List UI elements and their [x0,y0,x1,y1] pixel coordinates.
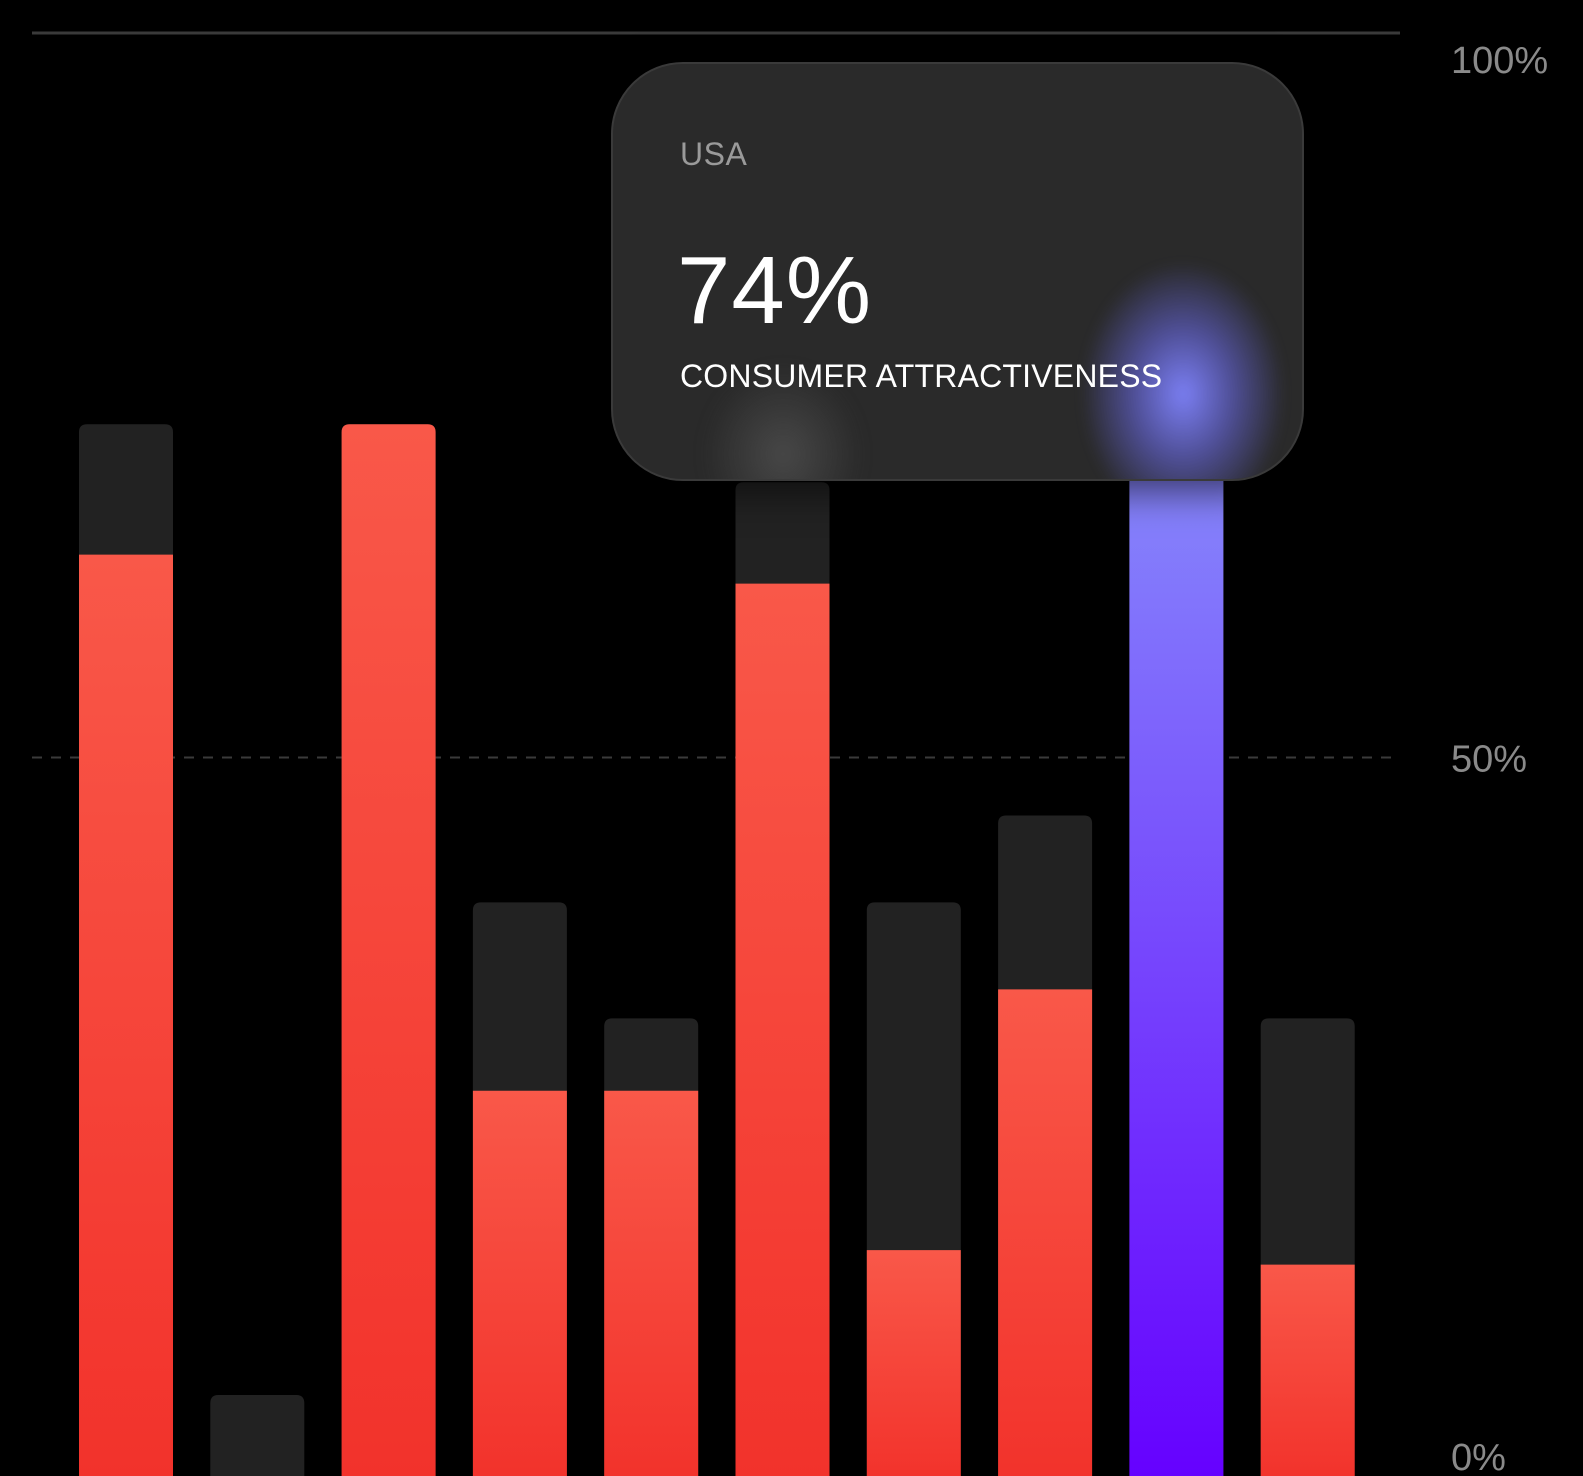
bar-group-1[interactable] [210,1395,304,1476]
tooltip-card: USA 74% CONSUMER ATTRACTIVENESS [611,62,1304,481]
y-tick-label-0: 0% [1451,1437,1506,1476]
tooltip-country-label: USA [680,136,747,173]
bar-group-7[interactable] [998,815,1092,1476]
bar-value-5 [736,584,830,1476]
bar-group-8[interactable] [1129,410,1223,1476]
y-tick-label-50: 50% [1451,739,1527,781]
tooltip-value: 74% [677,236,872,346]
bar-value-3 [473,1091,567,1476]
bar-group-3[interactable] [473,902,567,1476]
bar-highlighted [1129,468,1223,1476]
bar-group-0[interactable] [79,424,173,1476]
bar-group-6[interactable] [867,902,961,1476]
bar-value-0 [79,555,173,1476]
bar-group-2[interactable] [342,424,436,1476]
bar-value-9 [1261,1265,1355,1476]
tooltip-metric-label: CONSUMER ATTRACTIVENESS [680,358,1162,395]
bar-value-2 [342,424,436,1476]
bars [79,410,1355,1476]
bar-track-1 [210,1395,304,1476]
bar-group-9[interactable] [1261,1018,1355,1476]
y-axis-ticks: 100% 50% 0% [1451,40,1548,1476]
bar-group-4[interactable] [604,1018,698,1476]
bar-value-6 [867,1250,961,1476]
bar-group-5[interactable] [736,482,830,1476]
bar-value-7 [998,989,1092,1476]
y-tick-label-100: 100% [1451,40,1548,82]
bar-value-4 [604,1091,698,1476]
